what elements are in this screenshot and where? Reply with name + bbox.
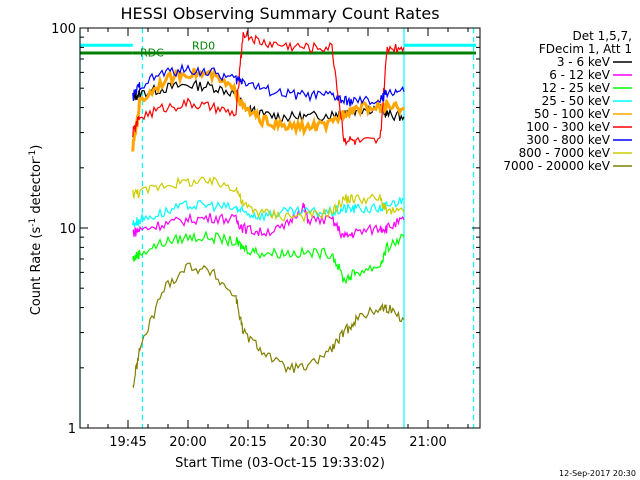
chart-title: HESSI Observing Summary Count Rates <box>120 4 439 23</box>
legend-entry-label: 12 - 25 keV <box>542 81 611 95</box>
legend-entry-label: 800 - 7000 keV <box>519 146 611 160</box>
series-line-5 <box>131 67 406 152</box>
legend-header-line: FDecim 1, Att 1 <box>539 42 632 56</box>
x-tick-label: 20:45 <box>349 435 386 450</box>
x-axis-label: Start Time (03-Oct-15 19:33:02) <box>175 456 385 471</box>
legend-entry-label: 300 - 800 keV <box>526 133 610 147</box>
y-axis-label: Count Rate (s-1 detector-1) <box>28 145 44 316</box>
legend-header-line: Det 1,5,7, <box>573 29 633 43</box>
legend-entry-label: 50 - 100 keV <box>534 107 611 121</box>
y-tick-label: 1 <box>68 422 76 437</box>
series-line-3 <box>132 230 405 285</box>
axes <box>79 27 481 429</box>
y-axis-label-part: Count Rate (s <box>29 227 44 316</box>
y-tick-label: 10 <box>59 222 76 237</box>
legend-entry-label: 6 - 12 keV <box>549 68 611 82</box>
y-axis-label-part: ) <box>29 145 44 150</box>
y-tick-label: 100 <box>51 22 76 37</box>
x-tick-label: 20:30 <box>289 435 326 450</box>
plot-area: RD0 RDC <box>79 28 476 428</box>
x-tick-label: 20:00 <box>169 435 206 450</box>
series-line-7 <box>132 62 405 107</box>
series-line-9 <box>132 262 405 389</box>
series-line-8 <box>132 176 405 224</box>
legend-entry-label: 7000 - 20000 keV <box>503 159 610 173</box>
series-line-6 <box>132 30 405 147</box>
x-tick-label: 19:45 <box>109 435 146 450</box>
y-axis-label-part: detector <box>29 158 44 218</box>
x-tick-label: 20:15 <box>229 435 266 450</box>
legend-entry-label: 25 - 50 keV <box>542 94 611 108</box>
x-tick-label: 21:00 <box>409 435 446 450</box>
series-line-2 <box>132 202 405 240</box>
annotation-label: RD0 <box>192 40 215 53</box>
legend-entry-label: 3 - 6 keV <box>557 55 611 69</box>
y-axis-label-exponent: -1 <box>28 150 38 159</box>
legend-entry-label: 100 - 300 keV <box>526 120 610 134</box>
footer-timestamp: 12-Sep-2017 20:30 <box>559 469 636 478</box>
y-axis-label-exponent: -1 <box>28 218 38 227</box>
tick-labels: 19:45 20:00 20:15 20:30 20:45 21:00 1 10 100 <box>51 22 447 450</box>
annotation-label: RDC <box>140 47 164 60</box>
